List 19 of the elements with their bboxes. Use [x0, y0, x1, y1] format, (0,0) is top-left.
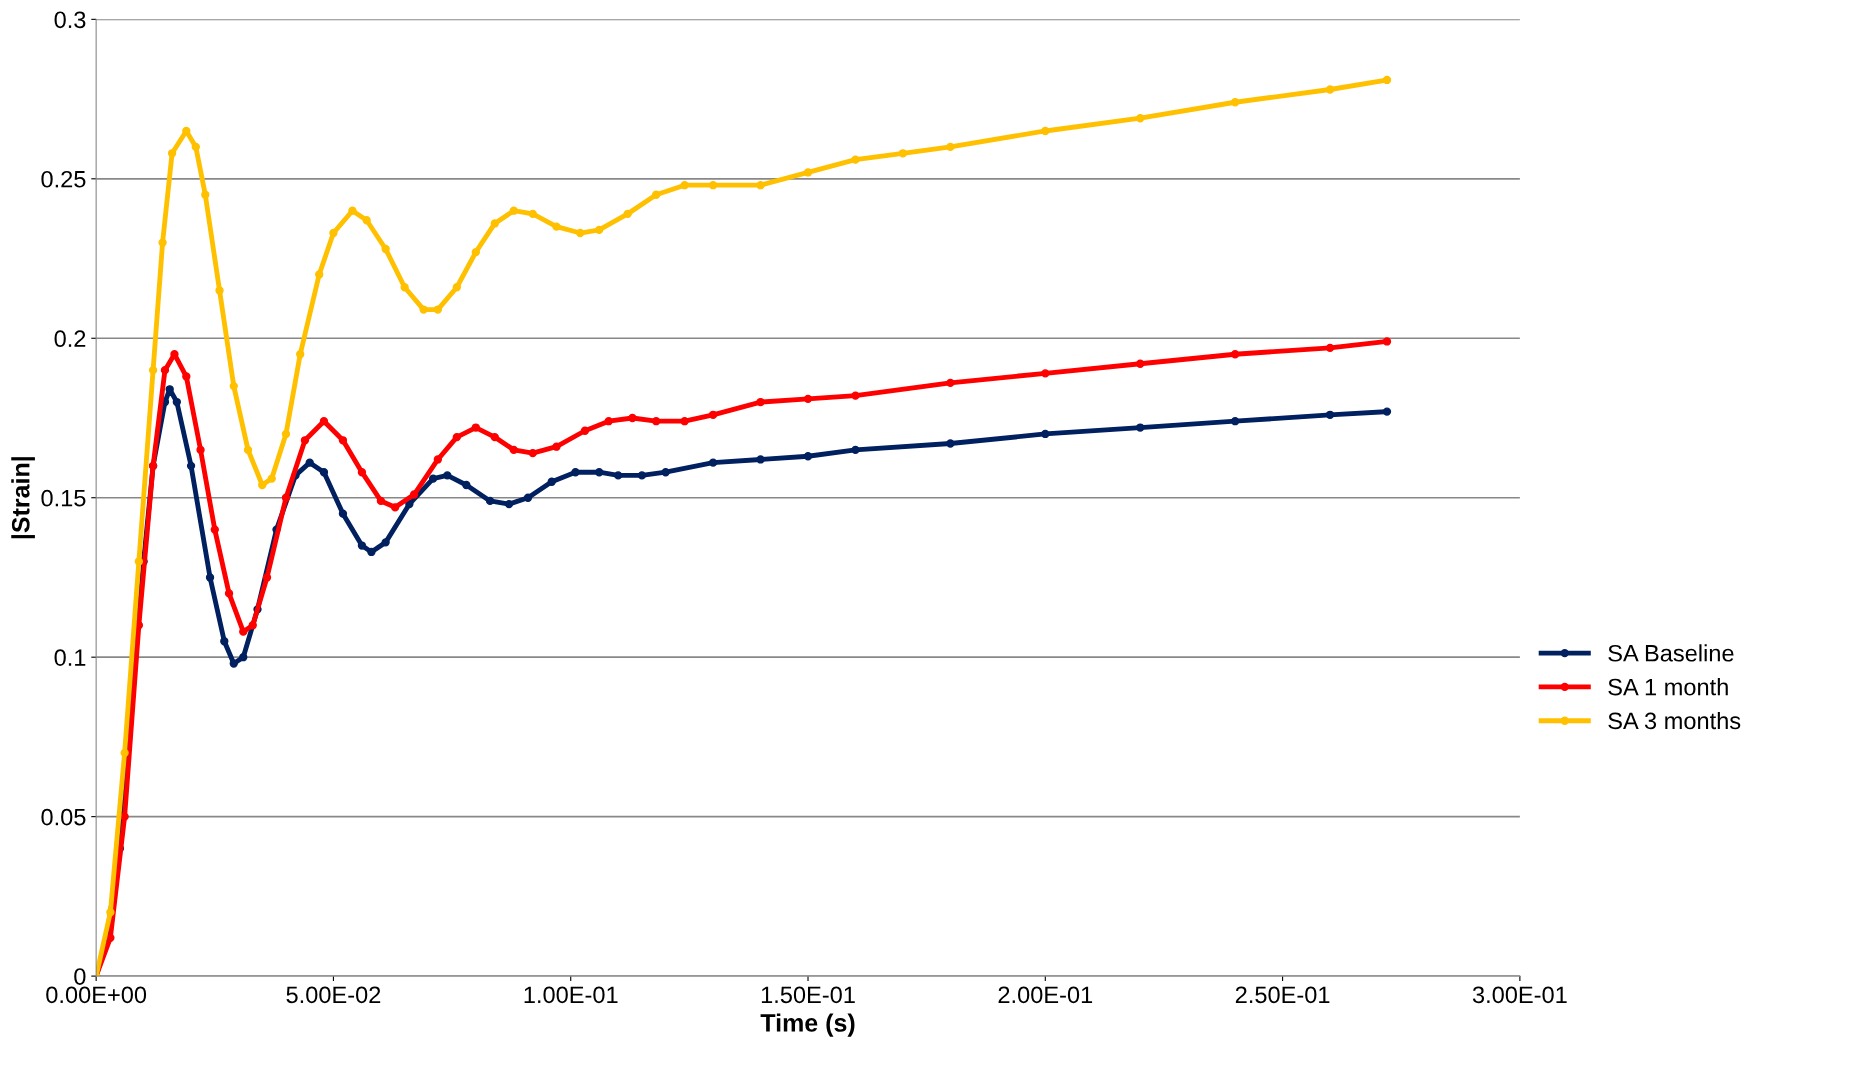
legend-label: SA 1 month	[1608, 678, 1728, 696]
y-tick-label: 0.2	[54, 330, 86, 348]
x-tick-label: 0.00E+00	[46, 986, 147, 1004]
y-tick-label: 0.05	[41, 808, 86, 826]
x-tick-label: 1.50E-01	[761, 986, 855, 1004]
y-tick-label: 0.25	[41, 170, 86, 188]
y-tick-label: 0.15	[41, 489, 86, 507]
x-tick-label: 1.00E-01	[524, 986, 618, 1004]
legend-label: SA Baseline	[1608, 644, 1734, 662]
y-tick-label: 0	[74, 968, 86, 985]
y-tick-label: 0.3	[54, 11, 86, 29]
y-tick-label: 0.1	[54, 649, 86, 666]
x-tick-label: 5.00E-02	[286, 986, 381, 1004]
legend-label: SA 3 months	[1608, 711, 1741, 730]
x-axis-title: Time (s)	[760, 1013, 855, 1037]
x-tick-label: 2.00E-01	[998, 986, 1093, 1004]
x-tick-label: 3.00E-01	[1472, 986, 1567, 1004]
x-tick-label: 2.50E-01	[1235, 986, 1330, 1004]
y-axis-title: |Strain|	[11, 457, 35, 539]
